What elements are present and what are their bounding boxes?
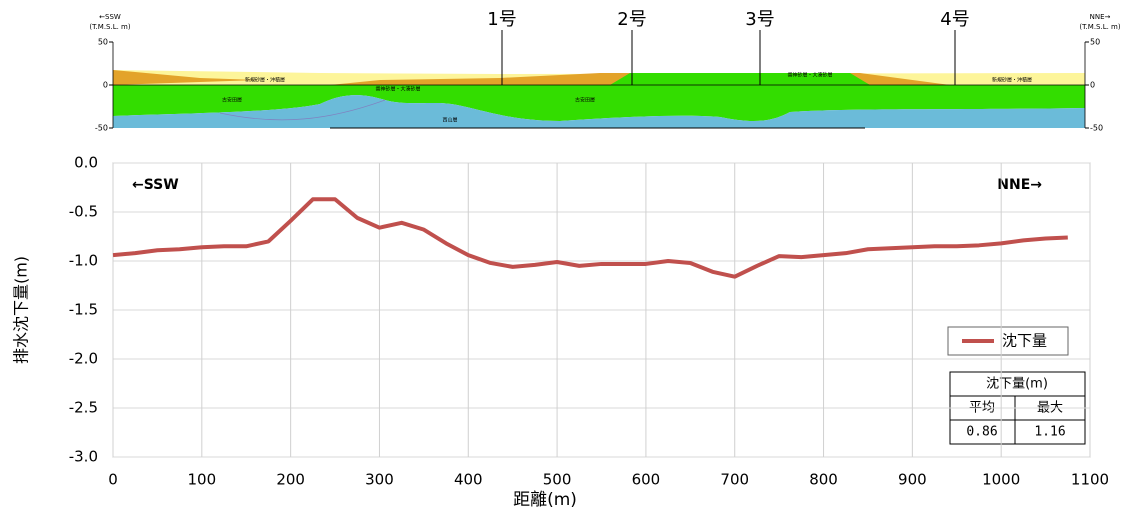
x-tick-label: 0 (108, 471, 118, 489)
layer-label: 西山層 (442, 117, 457, 124)
layer-label: 新規砂層・沖積層 (992, 77, 1032, 84)
section-tick-label: -50 (1090, 124, 1103, 133)
x-tick-label: 200 (276, 471, 305, 489)
well-label: 1号 (487, 9, 516, 30)
table-title: 沈下量(m) (986, 377, 1048, 392)
well-label: 3号 (745, 9, 774, 30)
y-tick-label: -1.0 (69, 252, 98, 270)
legend-label: 沈下量 (1002, 332, 1047, 350)
x-axis-label: 距離(m) (513, 490, 577, 510)
y-tick-label: -1.5 (69, 301, 98, 319)
y-axis-label: 排水沈下量(m) (12, 256, 31, 364)
table-cell: 1.16 (1034, 425, 1065, 440)
x-tick-label: 400 (454, 471, 483, 489)
section-direction: NNE→ (1090, 13, 1111, 21)
x-tick-label: 900 (898, 471, 927, 489)
layer-label: 番神砂層・大湊砂層 (375, 86, 420, 93)
section-unit: (T.M.S.L. m) (1079, 23, 1121, 31)
well-label: 4号 (940, 9, 969, 30)
cross-section: ←SSW (T.M.S.L. m) NNE→ (T.M.S.L. m) 新規砂層… (89, 13, 1121, 129)
layer-label: 古安田層 (575, 97, 595, 104)
boundary (219, 99, 386, 121)
layer-clay (610, 73, 870, 85)
annotation: NNE→ (997, 177, 1042, 193)
section-unit: (T.M.S.L. m) (89, 23, 131, 31)
x-tick-label: 1000 (982, 471, 1020, 489)
y-tick-label: -2.5 (69, 399, 98, 417)
section-tick-label: -50 (95, 124, 108, 133)
section-direction: ←SSW (99, 13, 121, 21)
section-tick-label: 0 (103, 81, 108, 90)
y-tick-label: -3.0 (69, 448, 98, 466)
y-tick-label: 0.0 (74, 154, 98, 172)
y-tick-label: -2.0 (69, 350, 98, 368)
section-tick-label: 0 (1090, 81, 1095, 90)
layer-label: 古安田層 (222, 97, 242, 104)
x-tick-label: 600 (632, 471, 661, 489)
x-tick-label: 1100 (1071, 471, 1109, 489)
table-cell: 0.86 (966, 425, 997, 440)
x-tick-label: 700 (720, 471, 749, 489)
well-label: 2号 (617, 9, 646, 30)
layer-sand (113, 70, 260, 85)
x-tick-label: 500 (543, 471, 572, 489)
layer-label: 番神砂層・大湊砂層 (787, 72, 832, 79)
layer-clay (113, 85, 1085, 122)
x-tick-label: 300 (365, 471, 394, 489)
section-tick-label: 50 (1090, 38, 1100, 47)
y-tick-label: -0.5 (69, 203, 98, 221)
layer-rock (113, 95, 1085, 128)
layer-label: 新規砂層・沖積層 (245, 77, 285, 84)
data-line (112, 197, 1068, 279)
section-tick-label: 50 (98, 38, 108, 47)
x-tick-label: 800 (809, 471, 838, 489)
x-tick-label: 100 (187, 471, 216, 489)
annotation: ←SSW (132, 177, 179, 193)
